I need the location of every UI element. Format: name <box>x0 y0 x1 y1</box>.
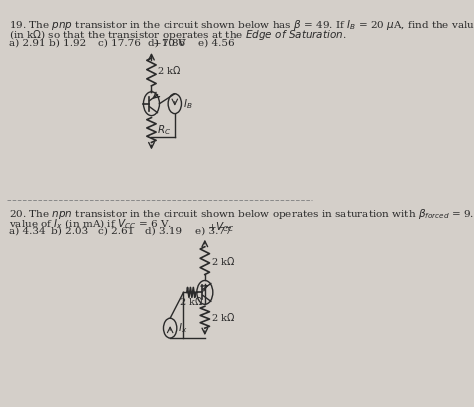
Text: 20. The $npn$ transistor in the circuit shown below operates in saturation with : 20. The $npn$ transistor in the circuit … <box>9 207 474 221</box>
Text: 19. The $pnp$ transistor in the circuit shown below has $\beta$ = 49. If $I_B$ =: 19. The $pnp$ transistor in the circuit … <box>9 18 474 32</box>
Text: d) 3.19: d) 3.19 <box>145 227 182 236</box>
Text: e) 3.77: e) 3.77 <box>195 227 231 236</box>
Text: $I_x$: $I_x$ <box>178 321 188 335</box>
Text: a) 4.34: a) 4.34 <box>9 227 46 236</box>
Text: e) 4.56: e) 4.56 <box>198 38 235 47</box>
Text: c) 2.61: c) 2.61 <box>98 227 134 236</box>
Text: c) 17.76: c) 17.76 <box>98 38 141 47</box>
Text: b) 1.92: b) 1.92 <box>49 38 87 47</box>
Text: 2 k$\Omega$: 2 k$\Omega$ <box>211 311 235 323</box>
Text: a) 2.91: a) 2.91 <box>9 38 46 47</box>
Text: 2 k$\Omega$: 2 k$\Omega$ <box>179 295 203 307</box>
Text: +10 V: +10 V <box>154 39 186 48</box>
Text: (in k$\Omega$) so that the transistor operates at the $Edge\ of\ Saturation$.: (in k$\Omega$) so that the transistor op… <box>9 28 347 42</box>
Text: 2 k$\Omega$: 2 k$\Omega$ <box>157 64 182 76</box>
Text: $R_C$: $R_C$ <box>157 123 171 137</box>
Text: +$V_{CC}$: +$V_{CC}$ <box>207 220 235 234</box>
Text: d) 7.86: d) 7.86 <box>148 38 185 47</box>
Text: $I_B$: $I_B$ <box>183 97 192 111</box>
Text: value of $I_x$ (in mA) if $V_{CC}$ = 6 V.: value of $I_x$ (in mA) if $V_{CC}$ = 6 V… <box>9 217 172 230</box>
Text: 2 k$\Omega$: 2 k$\Omega$ <box>211 255 235 267</box>
Text: b) 2.03: b) 2.03 <box>51 227 89 236</box>
